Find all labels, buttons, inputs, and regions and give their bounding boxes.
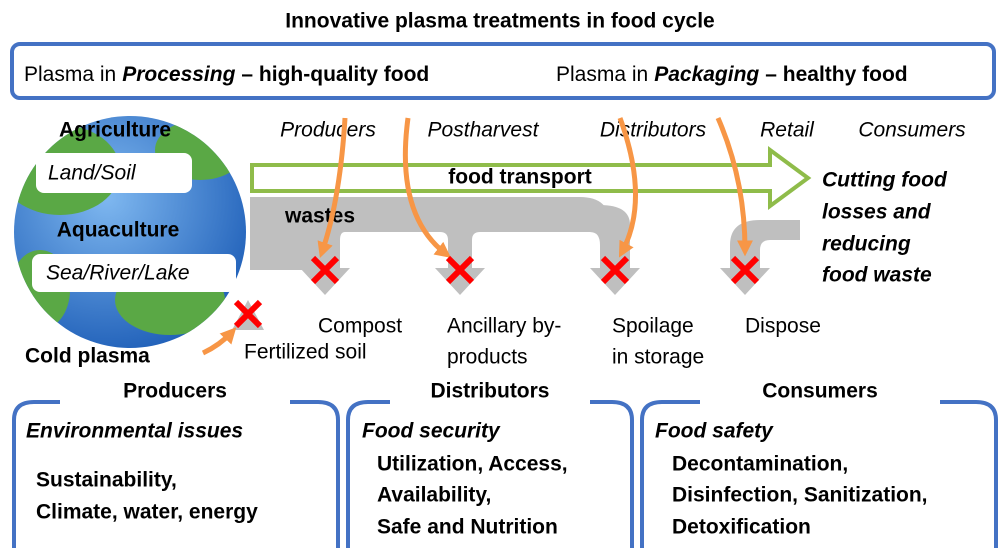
banner-packaging: Plasma in Packaging – healthy food (556, 63, 908, 86)
outcome: in storage (612, 346, 704, 369)
panel-heading: Food security (362, 420, 501, 443)
diagram: Innovative plasma treatments in food cyc… (0, 0, 998, 548)
outcome: Ancillary by- (447, 315, 561, 338)
land: Land/Soil (48, 162, 137, 185)
panel-line: Safe and Nutrition (377, 516, 558, 539)
panel-line: Detoxification (672, 516, 811, 539)
stage: Postharvest (428, 119, 540, 142)
panel-line: Climate, water, energy (36, 501, 258, 524)
stage: Retail (760, 119, 815, 142)
cold-plasma: Cold plasma (25, 345, 150, 368)
panel-line: Availability, (377, 484, 491, 507)
goal: food waste (822, 264, 932, 287)
outcome: Spoilage (612, 315, 694, 338)
panel-line: Decontamination, (672, 453, 848, 476)
panel-heading: Environmental issues (26, 420, 243, 443)
agriculture: Agriculture (59, 119, 171, 142)
panel-title: Distributors (430, 380, 549, 403)
banner-prefix: Plasma in (24, 63, 116, 86)
banner-processing: Plasma in Processing – high-quality food (24, 63, 429, 86)
outcome: Fertilized soil (244, 341, 367, 364)
outcome: products (447, 346, 528, 369)
banner-prefix: Plasma in (556, 63, 648, 86)
stage: Consumers (858, 119, 966, 142)
panel-line: Sustainability, (36, 469, 177, 492)
title: Innovative plasma treatments in food cyc… (285, 10, 714, 33)
goal: reducing (822, 233, 911, 256)
goal: Cutting food (822, 169, 948, 192)
panel-line: Utilization, Access, (377, 453, 568, 476)
food-transport: food transport (448, 166, 591, 189)
aquaculture: Aquaculture (57, 219, 180, 242)
banner-keyword: Processing (122, 63, 235, 86)
outcome: Dispose (745, 315, 821, 338)
stage: Producers (280, 119, 376, 142)
wastes: wastes (284, 205, 355, 228)
panel-title: Consumers (762, 380, 878, 403)
outcome: Compost (318, 315, 402, 338)
goal: losses and (822, 201, 932, 224)
banner-suffix: – healthy food (765, 63, 907, 86)
banner-suffix: – high-quality food (241, 63, 429, 86)
panel-heading: Food safety (655, 420, 774, 443)
panel-line: Disinfection, Sanitization, (672, 484, 928, 507)
water: Sea/River/Lake (46, 262, 190, 285)
panel-title: Producers (123, 380, 227, 403)
banner-keyword: Packaging (654, 63, 759, 86)
stage: Distributors (600, 119, 707, 142)
